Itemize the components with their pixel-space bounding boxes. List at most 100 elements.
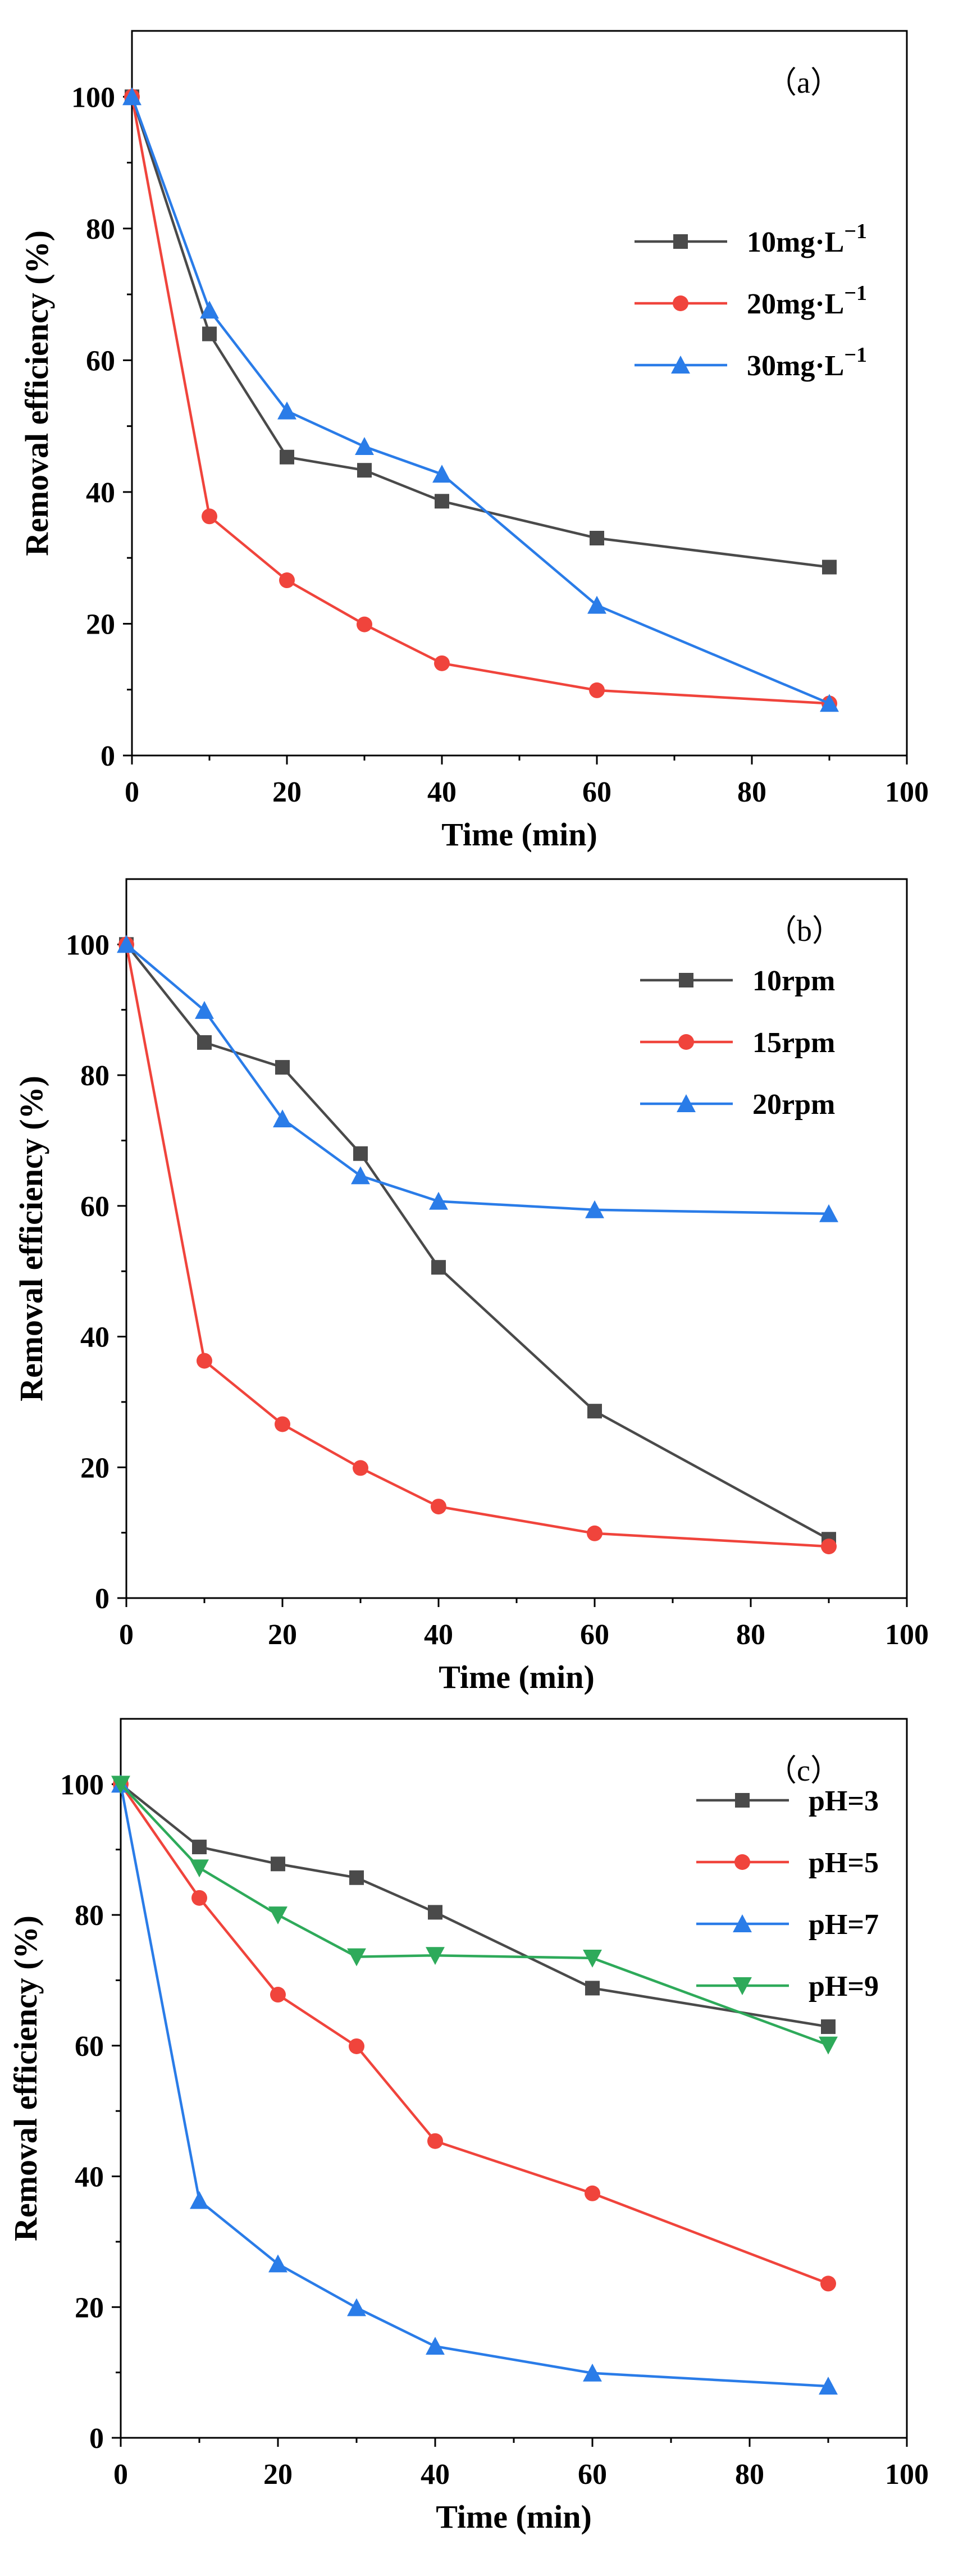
y-tick-label: 0 [101,740,115,772]
data-point [427,2133,443,2149]
data-point [202,326,217,342]
data-point [426,1947,445,1965]
x-tick-label: 80 [736,1619,765,1651]
data-point [275,1416,290,1432]
data-point [200,301,219,319]
data-point [820,694,839,712]
data-point [587,595,606,614]
data-point [822,559,837,575]
data-point [347,2298,366,2316]
x-axis-title: Time (min) [439,1659,595,1695]
legend-label-main: 15rpm [752,1027,835,1059]
data-point [590,531,604,545]
series-line [125,943,830,1541]
legend-label: pH=7 [809,1909,879,1941]
data-point [429,1191,448,1210]
data-point [355,437,374,455]
legend-entry: 20rpm [640,1089,835,1121]
legend-entry: 10rpm [640,965,835,997]
chart-panel-1: 0 20 40 60 80 100 0 20 40 60 80 100 Time (min) Remova… [19,30,929,853]
legend-entry: 15rpm [640,1027,835,1059]
data-point [428,1905,442,1920]
legend-marker [733,1914,752,1932]
x-tick-label: 100 [885,1619,929,1651]
legend-label: 10mg·L−1 [747,220,867,258]
x-tick-label: 0 [125,776,139,808]
series-4 [111,1776,838,2055]
legend-entry: 20mg·L−1 [635,281,867,320]
y-tick-label: 40 [86,477,115,509]
legend-label-main: pH=9 [809,1970,879,2002]
x-tick-label: 60 [582,776,611,808]
series-1 [119,937,836,1547]
legend-marker [677,1094,696,1112]
legend-label-superscript: −1 [844,220,867,243]
series-line [119,1783,829,2388]
data-point [589,682,605,698]
legend-label-main: 30mg·L [747,350,844,382]
data-point [277,401,296,420]
data-point [426,2337,445,2355]
legend-marker [679,973,693,987]
data-point [268,1906,287,1925]
x-tick-label: 60 [578,2459,607,2491]
data-point [821,1539,837,1555]
x-tick-label: 40 [421,2459,450,2491]
data-point [353,1460,368,1476]
legend-entry: pH=5 [696,1847,879,1879]
y-tick-label: 100 [60,1769,104,1801]
series-line [130,96,830,705]
x-tick-label: 20 [263,2459,293,2491]
series-1 [125,89,837,575]
panel-label: （b） [766,914,842,948]
series-line [120,1783,829,2046]
data-point [197,1353,212,1369]
y-tick-label: 20 [75,2292,104,2324]
series-line [130,96,830,705]
y-tick-label: 20 [80,1452,109,1484]
legend-marker [734,1854,750,1870]
data-point [279,572,295,589]
x-tick-label: 20 [268,1619,297,1651]
series-3 [122,87,839,712]
series-line [125,944,829,1548]
x-tick-label: 0 [113,2459,128,2491]
series-line [130,96,830,568]
x-tick-label: 100 [885,2459,929,2491]
legend-entry: pH=7 [696,1909,879,1941]
data-point [190,1859,209,1878]
x-tick-label: 0 [119,1619,134,1651]
data-point [434,655,450,671]
series-2 [113,1776,836,2292]
y-tick-label: 100 [66,929,109,961]
x-tick-label: 40 [424,1619,453,1651]
data-point [195,1000,214,1019]
series-line [120,1783,829,2285]
data-point [280,449,294,465]
data-point [273,1109,292,1128]
data-point [357,616,372,632]
legend-label-main: 10mg·L [747,226,844,258]
data-point [202,508,217,525]
y-tick-label: 20 [86,608,115,640]
legend-label: 30mg·L−1 [747,343,867,382]
data-point [819,1204,838,1222]
data-point [347,1948,366,1967]
data-point [435,494,449,509]
data-point [349,2038,364,2054]
series-3 [117,935,838,1222]
plot-frame [120,1718,908,2439]
data-point [819,2036,838,2055]
legend-label-superscript: −1 [844,281,867,305]
panel-label: （c） [766,1754,841,1787]
series-line [120,1783,829,2028]
legend-entry: 30mg·L−1 [635,343,867,382]
legend-marker [673,295,688,311]
panel-label: （a） [766,66,841,99]
legend-label: pH=9 [809,1970,879,2002]
data-point [585,2185,600,2201]
legend-label-main: pH=3 [809,1785,879,1817]
series-3 [111,1774,838,2395]
x-tick-label: 60 [580,1619,609,1651]
y-tick-label: 60 [75,2031,104,2063]
